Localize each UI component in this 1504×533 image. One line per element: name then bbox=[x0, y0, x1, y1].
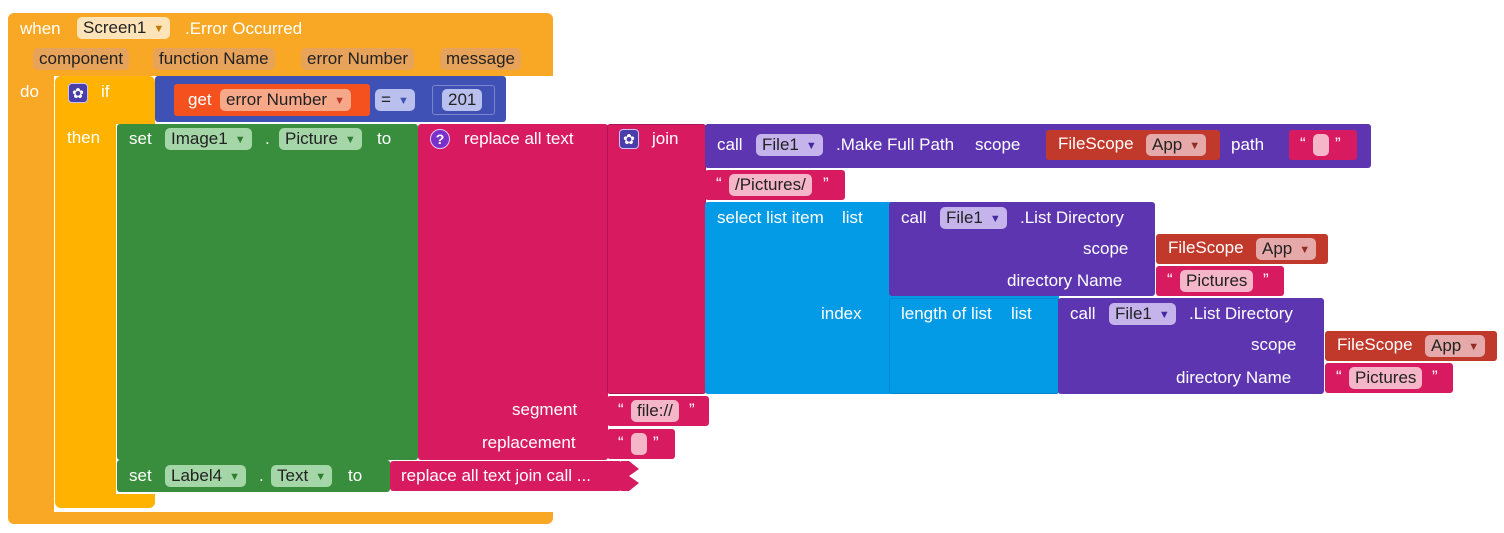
filescope-dropdown[interactable]: App ▼ bbox=[1146, 134, 1207, 156]
chevron-down-icon: ▼ bbox=[989, 213, 1001, 225]
set-dot: . bbox=[259, 466, 264, 485]
pictures-path-string-field[interactable]: /Pictures/ bbox=[729, 174, 812, 196]
filescope-dropdown[interactable]: App ▼ bbox=[1256, 238, 1317, 260]
directory-string-field[interactable]: Pictures bbox=[1349, 367, 1423, 389]
gear-icon[interactable]: ✿ bbox=[68, 83, 88, 103]
set-component-dropdown[interactable]: Image1 ▼ bbox=[165, 128, 252, 150]
call-label: call bbox=[717, 135, 743, 154]
call-label: call bbox=[1070, 304, 1096, 323]
directory-string-block[interactable]: “ Pictures ” bbox=[1325, 363, 1453, 393]
list-directory-block-2[interactable] bbox=[1058, 298, 1324, 394]
length-of-list-label: length of list bbox=[901, 304, 992, 323]
segment-label: segment bbox=[512, 400, 578, 419]
param-message[interactable]: message bbox=[440, 48, 521, 70]
filescope-label: FileScope bbox=[1337, 335, 1413, 354]
set-property-dropdown[interactable]: Picture ▼ bbox=[279, 128, 362, 150]
event-component-dropdown[interactable]: Screen1 ▼ bbox=[77, 17, 171, 39]
list-directory-block-1[interactable] bbox=[889, 202, 1155, 296]
param-error-number[interactable]: error Number bbox=[301, 48, 415, 70]
filescope-block[interactable]: FileScope App ▼ bbox=[1325, 331, 1497, 361]
path-label: path bbox=[1231, 135, 1265, 154]
file1-dropdown[interactable]: File1 ▼ bbox=[756, 134, 823, 156]
file1-dropdown[interactable]: File1 ▼ bbox=[940, 207, 1007, 229]
param-component[interactable]: component bbox=[33, 48, 130, 70]
help-icon[interactable]: ? bbox=[430, 129, 450, 149]
segment-string-block[interactable]: “ file:// ” bbox=[607, 396, 709, 426]
event-name-label: .Error Occurred bbox=[185, 19, 303, 38]
directory-string-field[interactable]: Pictures bbox=[1180, 270, 1254, 292]
select-list-item-label: select list item bbox=[717, 208, 824, 227]
set-label: set bbox=[129, 129, 152, 148]
chevron-down-icon: ▼ bbox=[1299, 244, 1311, 256]
directory-string-block[interactable]: “ Pictures ” bbox=[1156, 266, 1284, 296]
replacement-label: replacement bbox=[482, 433, 576, 452]
length-list-label: list bbox=[1011, 304, 1032, 323]
replacement-string-field[interactable] bbox=[631, 433, 647, 455]
if-label: if bbox=[101, 82, 110, 101]
chevron-down-icon: ▼ bbox=[315, 471, 327, 483]
pictures-path-string-block[interactable]: “ /Pictures/ ” bbox=[705, 170, 845, 200]
join-label: join bbox=[652, 129, 679, 148]
set-property-dropdown[interactable]: Text ▼ bbox=[271, 465, 333, 487]
scope-label: scope bbox=[975, 135, 1021, 154]
make-full-path-label: .Make Full Path bbox=[836, 135, 955, 154]
chevron-down-icon: ▼ bbox=[344, 134, 356, 146]
replace-all-text-block[interactable] bbox=[418, 124, 608, 460]
chevron-down-icon: ▼ bbox=[229, 471, 240, 483]
chevron-down-icon: ▼ bbox=[1158, 309, 1170, 321]
filescope-label: FileScope bbox=[1058, 134, 1134, 153]
set-label-text-block[interactable] bbox=[117, 460, 390, 492]
set-component-dropdown[interactable]: Label4 ▼ bbox=[165, 465, 246, 487]
param-function-name[interactable]: function Name bbox=[153, 48, 275, 70]
collapsed-replace-block[interactable] bbox=[390, 461, 622, 491]
list-directory-label: .List Directory bbox=[1189, 304, 1293, 323]
replacement-string-block[interactable]: “ ” bbox=[607, 429, 675, 459]
get-label: get bbox=[188, 90, 212, 109]
chevron-down-icon: ▼ bbox=[1468, 341, 1480, 353]
path-string-field[interactable] bbox=[1313, 134, 1329, 156]
filescope-label: FileScope bbox=[1168, 238, 1244, 257]
set-to-label: to bbox=[377, 129, 392, 148]
select-index-label: index bbox=[821, 304, 862, 323]
scope-label: scope bbox=[1083, 239, 1129, 258]
set-dot: . bbox=[265, 129, 270, 148]
select-list-label: list bbox=[842, 208, 863, 227]
set-to-label: to bbox=[348, 466, 363, 485]
path-string-block[interactable]: “ ” bbox=[1289, 130, 1357, 160]
chevron-down-icon: ▼ bbox=[234, 134, 246, 146]
set-image-picture-block[interactable] bbox=[117, 124, 418, 460]
directory-name-label: directory Name bbox=[1176, 368, 1292, 387]
replace-label: replace all text bbox=[464, 129, 574, 148]
chevron-down-icon: ▼ bbox=[1189, 140, 1201, 152]
event-do-label: do bbox=[20, 82, 39, 101]
chevron-down-icon: ▼ bbox=[397, 95, 409, 107]
scope-label: scope bbox=[1251, 335, 1297, 354]
get-variable-dropdown[interactable]: error Number ▼ bbox=[220, 89, 351, 111]
filescope-block[interactable]: FileScope App ▼ bbox=[1046, 130, 1220, 160]
set-label: set bbox=[129, 466, 152, 485]
compare-operator-dropdown[interactable]: = ▼ bbox=[375, 89, 415, 111]
event-when-label: when bbox=[20, 19, 61, 38]
chevron-down-icon: ▼ bbox=[153, 23, 165, 35]
call-label: call bbox=[901, 208, 927, 227]
number-field[interactable]: 201 bbox=[442, 89, 483, 111]
chevron-down-icon: ▼ bbox=[805, 140, 817, 152]
join-block[interactable] bbox=[607, 124, 706, 394]
file1-dropdown[interactable]: File1 ▼ bbox=[1109, 303, 1176, 325]
gear-icon[interactable]: ✿ bbox=[619, 129, 639, 149]
segment-string-field[interactable]: file:// bbox=[631, 400, 679, 422]
collapsed-block-label: replace all text join call ... bbox=[401, 466, 591, 485]
chevron-down-icon: ▼ bbox=[334, 95, 345, 107]
filescope-block[interactable]: FileScope App ▼ bbox=[1156, 234, 1328, 264]
then-label: then bbox=[67, 128, 101, 147]
collapsed-jagged-edge bbox=[621, 461, 639, 491]
directory-name-label: directory Name bbox=[1007, 271, 1123, 290]
filescope-dropdown[interactable]: App ▼ bbox=[1425, 335, 1486, 357]
list-directory-label: .List Directory bbox=[1020, 208, 1124, 227]
